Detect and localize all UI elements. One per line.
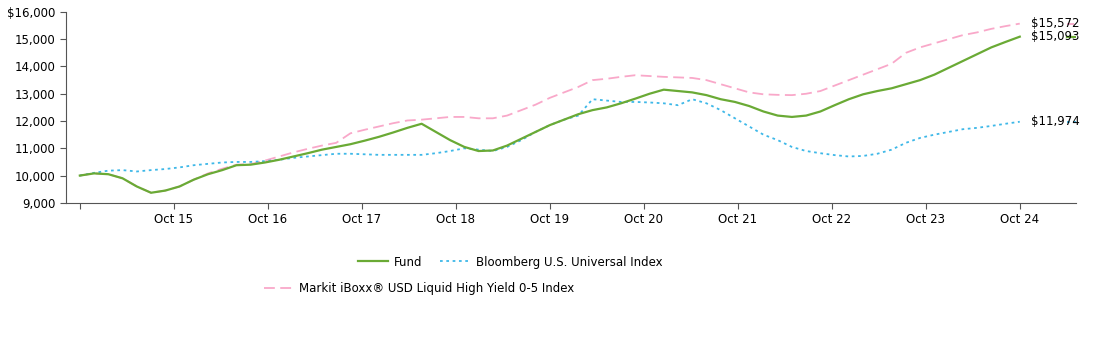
- Text: $15,093: $15,093: [1031, 30, 1080, 43]
- Text: $15,572: $15,572: [1031, 17, 1080, 30]
- Legend: Markit iBoxx® USD Liquid High Yield 0-5 Index: Markit iBoxx® USD Liquid High Yield 0-5 …: [259, 277, 580, 300]
- Text: $11,974: $11,974: [1031, 115, 1080, 128]
